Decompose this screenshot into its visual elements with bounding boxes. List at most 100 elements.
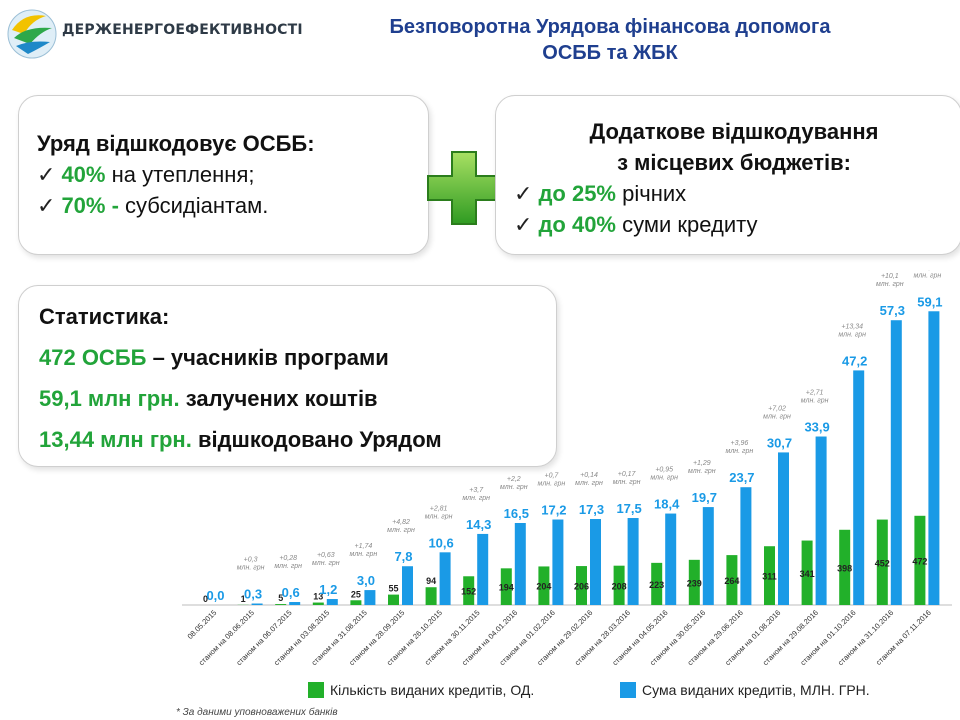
increment-label: +1,74: [355, 543, 373, 550]
title-line-2: ОСББ та ЖБК: [542, 42, 678, 64]
increment-unit-label: млн. грн: [575, 480, 603, 487]
increment-unit-label: млн. грн: [538, 481, 566, 488]
increment-label: +4,82: [392, 519, 410, 526]
stat-value: 472 ОСББ: [39, 345, 147, 370]
count-value-label: 1: [241, 594, 246, 604]
count-value-label: 452: [875, 558, 890, 568]
count-value-label: 208: [612, 581, 627, 591]
sum-value-label: 18,4: [654, 497, 680, 512]
increment-unit-label: млн. грн: [914, 272, 942, 279]
increment-unit-label: млн. грн: [462, 495, 490, 502]
list-item: ✓ 40% на утеплення;: [37, 159, 315, 190]
increment-unit-label: млн. грн: [613, 479, 641, 486]
box-heading-line-1: Додаткове відшкодування: [589, 119, 879, 144]
category-label: 08.05.2015: [186, 608, 219, 641]
list-item-value: 40%: [61, 162, 106, 187]
sum-value-label: 30,7: [767, 435, 792, 450]
increment-unit-label: млн. грн: [876, 281, 904, 288]
count-bar: [538, 566, 550, 605]
legend-label-sum: Сума виданих кредитів, МЛН. ГРН.: [642, 682, 870, 698]
sum-value-label: 16,5: [504, 506, 529, 521]
increment-unit-label: млн. грн: [688, 468, 716, 475]
count-value-label: 152: [461, 587, 476, 597]
increment-label: +0,17: [618, 471, 637, 478]
count-value-label: 341: [800, 569, 815, 579]
sum-value-label: 57,3: [880, 303, 905, 318]
sum-bar: [590, 519, 601, 605]
sum-bar: [740, 487, 752, 605]
check-icon: ✓: [37, 162, 56, 187]
count-value-label: 55: [388, 584, 398, 594]
increment-label: +0,14: [580, 472, 598, 479]
increment-label: +13,34: [841, 323, 863, 330]
list-item: ✓ до 40% суми кредиту: [514, 209, 954, 240]
stat-text: залучених коштів: [179, 386, 378, 411]
count-value-label: 472: [912, 556, 927, 566]
increment-label: +7,02: [768, 405, 786, 412]
list-item-value: 70% -: [61, 193, 119, 218]
count-bar: [425, 587, 437, 605]
increment-label: +1,29: [693, 460, 711, 467]
increment-unit-label: млн. грн: [350, 551, 378, 558]
list-item-text: річних: [616, 181, 687, 206]
sum-value-label: 0,6: [282, 585, 300, 600]
check-icon: ✓: [514, 181, 533, 206]
count-bar: [764, 546, 775, 605]
list-item-text: суми кредиту: [616, 212, 758, 237]
stat-line: 13,44 млн грн. відшкодовано Урядом: [39, 419, 442, 460]
stat-text: відшкодовано Урядом: [191, 427, 442, 452]
increment-unit-label: млн. грн: [838, 331, 866, 338]
sum-value-label: 0,3: [244, 587, 262, 602]
count-value-label: 13: [313, 592, 323, 602]
list-item: ✓ до 25% річних: [514, 178, 954, 209]
local-budget-box: Додаткове відшкодування з місцевих бюдже…: [495, 95, 960, 255]
sum-bar: [251, 603, 263, 605]
org-name: ДЕРЖЕНЕРГОЕФЕКТИВНОСТІ: [62, 22, 303, 38]
count-bar: [726, 555, 738, 605]
sum-bar: [439, 552, 451, 605]
count-value-label: 25: [351, 589, 361, 599]
count-bar: [801, 540, 813, 605]
box-heading: Уряд відшкодовує ОСББ:: [37, 131, 315, 156]
sum-bar: [552, 519, 564, 605]
increment-label: +10,1: [881, 273, 899, 280]
increment-unit-label: млн. грн: [726, 448, 754, 455]
count-bar: [839, 529, 851, 605]
statistics-heading: Статистика:: [39, 304, 170, 329]
sum-bar: [326, 599, 338, 605]
plus-icon: [427, 151, 501, 225]
legend-swatch-sum: [620, 682, 636, 698]
government-compensation-box: Уряд відшкодовує ОСББ: ✓ 40% на утеплення…: [18, 95, 429, 255]
sum-value-label: 19,7: [692, 490, 717, 505]
sum-value-label: 7,8: [394, 549, 412, 564]
chart-footnote: * За даними уповноважених банків: [176, 707, 338, 718]
stat-text: – учасників програми: [146, 345, 389, 370]
legend-label-count: Кількість виданих кредитів, ОД.: [330, 682, 534, 698]
sum-value-label: 3,0: [357, 573, 375, 588]
list-item-value: до 40%: [538, 212, 616, 237]
increment-label: +1,7: [920, 270, 935, 271]
sum-value-label: 17,2: [541, 503, 566, 518]
sum-bar: [853, 370, 865, 605]
sum-value-label: 14,3: [466, 517, 491, 532]
count-value-label: 264: [724, 576, 739, 586]
sum-bar: [890, 320, 902, 605]
count-bar: [613, 565, 625, 605]
count-value-label: 398: [837, 563, 852, 573]
stat-line: 472 ОСББ – учасників програми: [39, 337, 442, 378]
list-item-text: на утеплення;: [105, 162, 255, 187]
sum-bar: [702, 507, 714, 605]
increment-unit-label: млн. грн: [801, 398, 829, 405]
sum-value-label: 23,7: [729, 470, 754, 485]
list-item: ✓ 70% - субсидіантам.: [37, 190, 315, 221]
count-bar: [275, 604, 287, 605]
sum-value-label: 17,3: [579, 502, 604, 517]
sum-bar: [778, 452, 789, 605]
increment-label: +0,95: [655, 467, 673, 474]
count-value-label: 5: [278, 593, 283, 603]
count-bar: [463, 576, 475, 605]
sum-value-label: 10,6: [428, 535, 453, 550]
sum-value-label: 47,2: [842, 353, 867, 368]
sum-bar: [364, 590, 376, 605]
